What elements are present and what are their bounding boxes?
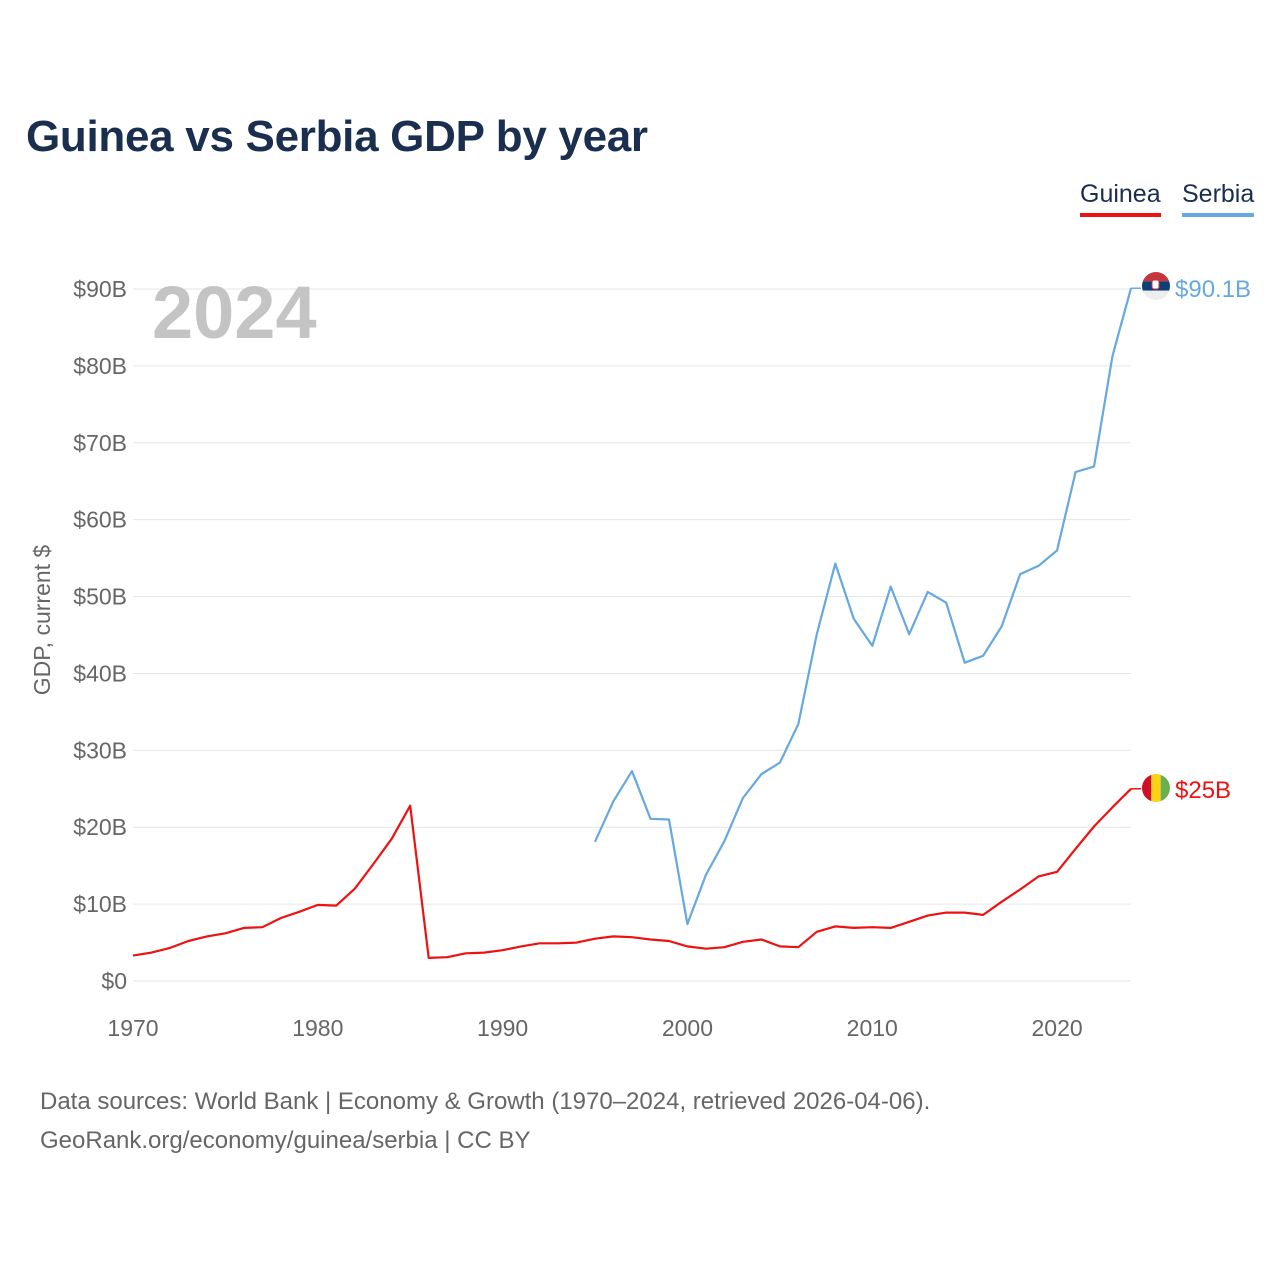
x-tick-label: 1980 [292,1015,343,1041]
y-tick-label: $40B [73,660,127,686]
y-tick-label: $20B [73,814,127,840]
y-axis: $0 $10B $20B $30B $40B $50B $60B $70B $80B $90B [73,276,127,994]
legend-item-serbia[interactable]: Serbia [1182,180,1255,217]
end-value-label-guinea: $25B [1175,777,1231,804]
x-tick-label: 2010 [847,1015,898,1041]
chart-title: Guinea vs Serbia GDP by year [26,112,648,161]
chart-footer: Data sources: World Bank | Economy & Gro… [40,1082,930,1160]
x-tick-label: 1970 [107,1015,158,1041]
x-tick-label: 2000 [662,1015,713,1041]
grid-lines [133,288,1131,982]
y-tick-label: $60B [73,507,127,533]
y-tick-label: $30B [73,737,127,763]
legend-item-guinea[interactable]: Guinea [1080,180,1161,217]
series-line-serbia [593,287,1133,926]
attribution-link[interactable]: GeoRank.org/economy/guinea/serbia | CC B… [40,1127,531,1154]
x-tick-label: 2020 [1031,1015,1082,1041]
year-watermark: 2024 [152,271,317,354]
serbia-flag-icon [1142,272,1170,300]
y-tick-label: $50B [73,584,127,610]
guinea-flag-icon [1142,774,1170,802]
y-axis-title: GDP, current $ [29,545,55,696]
series-line-guinea [132,788,1132,960]
y-tick-label: $10B [73,891,127,917]
data-sources-note: Data sources: World Bank | Economy & Gro… [40,1088,931,1115]
y-tick-label: $80B [73,353,127,379]
series-lines [132,287,1133,960]
x-tick-label: 1990 [477,1015,528,1041]
y-tick-label: $90B [73,276,127,302]
y-tick-label: $0 [101,968,127,994]
end-markers: $25B $90.1B [1131,276,1251,804]
gdp-line-chart: 2024 $0$10B$20B$30B$40B$50B$60B$70B$80B$… [29,271,1251,1041]
x-axis: 1970 1980 1990 2000 2010 2020 [107,1015,1082,1041]
y-tick-label: $70B [73,430,127,456]
end-value-label-serbia: $90.1B [1175,276,1251,303]
